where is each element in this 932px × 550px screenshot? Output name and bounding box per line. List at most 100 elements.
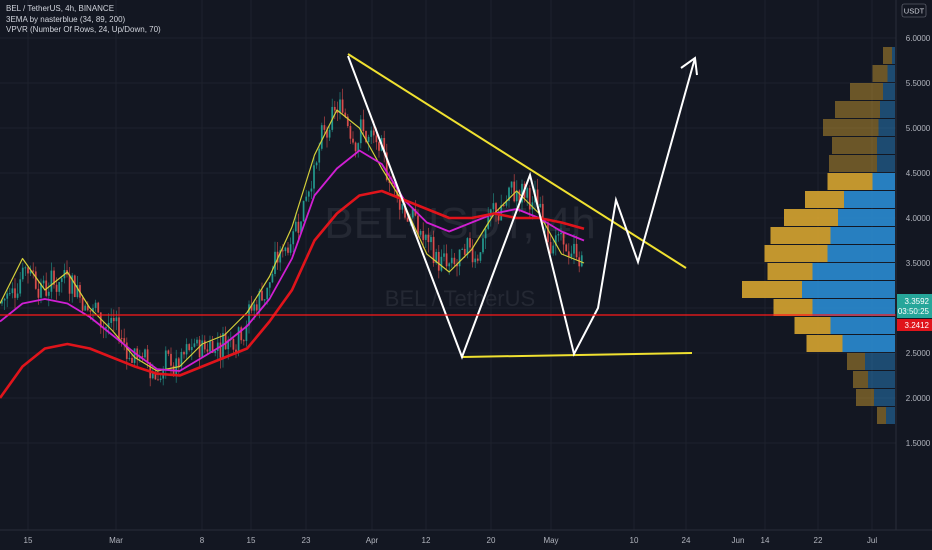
candle-body <box>430 236 432 243</box>
candle-body <box>539 203 542 208</box>
candle-body <box>45 280 48 296</box>
candle-body <box>128 357 131 359</box>
candle-body <box>349 126 352 139</box>
vp-up-bar <box>886 407 895 424</box>
candle-body <box>513 181 516 202</box>
x-tick-label: 10 <box>630 536 639 545</box>
x-tick-label: 15 <box>24 536 33 545</box>
candle-body <box>497 212 500 221</box>
vp-up-bar <box>802 281 895 298</box>
vpvr-indicator-label[interactable]: VPVR (Number Of Rows, 24, Up/Down, 70) <box>6 25 161 34</box>
hline-price-text: 3.2412 <box>905 321 930 330</box>
watermark: BELUSDT, 4h BEL / TetherUS <box>324 199 595 311</box>
x-tick-label: Mar <box>109 536 123 545</box>
candle-body <box>73 275 76 298</box>
candle-body <box>94 302 97 308</box>
vp-down-bar <box>827 173 873 190</box>
price-axis[interactable]: 6.00005.50005.00004.50004.00003.50003.00… <box>0 0 932 531</box>
x-tick-label: 12 <box>422 536 431 545</box>
vp-up-bar <box>812 299 895 316</box>
candle-body <box>466 238 469 255</box>
w-pattern-path[interactable] <box>347 55 696 360</box>
candle-body <box>300 221 302 233</box>
candle-body <box>437 251 440 271</box>
candle-body <box>279 250 282 263</box>
candle-body <box>354 142 357 152</box>
candle-body <box>344 112 347 117</box>
vp-down-bar <box>742 281 802 298</box>
candle-body <box>476 258 479 261</box>
candle-body <box>6 293 9 299</box>
y-tick-label: 3.5000 <box>906 259 931 268</box>
candle-body <box>443 253 445 257</box>
candle-body <box>411 209 414 218</box>
candle-body <box>201 340 204 358</box>
candle-body <box>565 244 568 252</box>
candle-body <box>435 251 438 264</box>
y-tick-label: 1.5000 <box>906 439 931 448</box>
x-tick-label: Apr <box>366 536 379 545</box>
x-tick-label: 22 <box>814 536 823 545</box>
candle-body <box>216 342 219 351</box>
candle-body <box>81 297 84 311</box>
vp-down-bar <box>784 209 838 226</box>
candle-body <box>554 235 557 246</box>
candle-body <box>557 234 560 236</box>
candle-body <box>76 285 79 298</box>
candle-body <box>115 317 118 322</box>
vp-up-bar <box>865 353 895 370</box>
candle-body <box>3 298 6 301</box>
candle-body <box>505 200 508 206</box>
candle-body <box>245 325 248 341</box>
candle-body <box>289 244 292 253</box>
candle-body <box>271 274 274 283</box>
candle-body <box>575 243 578 258</box>
candle-body <box>552 245 555 254</box>
candle-body <box>518 190 521 203</box>
candle-body <box>214 350 217 353</box>
drawings[interactable] <box>0 53 896 360</box>
candle-body <box>341 99 344 113</box>
x-tick-label: 23 <box>302 536 311 545</box>
candle-body <box>60 278 63 282</box>
candle-body <box>352 138 354 143</box>
candle-body <box>375 135 378 143</box>
symbol-title[interactable]: BEL / TetherUS, 4h, BINANCE <box>6 4 115 13</box>
candle-body <box>198 339 201 358</box>
candle-body <box>445 253 448 267</box>
descending-trendline[interactable] <box>347 53 687 269</box>
currency-text: USDT <box>904 7 925 16</box>
candle-body <box>154 373 157 380</box>
vp-down-bar <box>823 119 879 136</box>
currency-label[interactable]: USDT <box>901 3 927 18</box>
candle-body <box>16 293 19 298</box>
time-axis[interactable]: 15 Mar 8 15 23 Apr 12 20 May 10 24 Jun 14 22 Jul <box>24 536 878 545</box>
vp-up-bar <box>877 155 895 172</box>
candle-body <box>294 221 297 232</box>
candle-body <box>328 129 331 138</box>
candle-body <box>112 317 115 322</box>
ema-line-ema89 <box>0 149 585 372</box>
countdown-text: 03:50:25 <box>898 307 930 316</box>
candle-body <box>336 110 339 113</box>
y-tick-label: 2.5000 <box>906 349 931 358</box>
candle-body <box>404 203 406 218</box>
candle-body <box>84 305 87 311</box>
candle-body <box>253 304 256 311</box>
candle-body <box>32 270 35 272</box>
vp-down-bar <box>805 191 844 208</box>
x-tick-label: 14 <box>761 536 770 545</box>
x-tick-label: Jun <box>732 536 745 545</box>
candle-body <box>365 131 367 143</box>
support-trendline[interactable] <box>461 352 693 358</box>
candle-body <box>567 251 570 257</box>
candle-body <box>482 238 484 253</box>
ema-indicator-label[interactable]: 3EMA by nasterblue (34, 89, 200) <box>6 14 126 24</box>
candle-body <box>307 191 310 197</box>
candle-body <box>580 255 583 267</box>
x-tick-label: Jul <box>867 536 877 545</box>
candle-body <box>261 290 263 301</box>
candle-body <box>573 243 575 254</box>
candle-body <box>21 267 24 280</box>
